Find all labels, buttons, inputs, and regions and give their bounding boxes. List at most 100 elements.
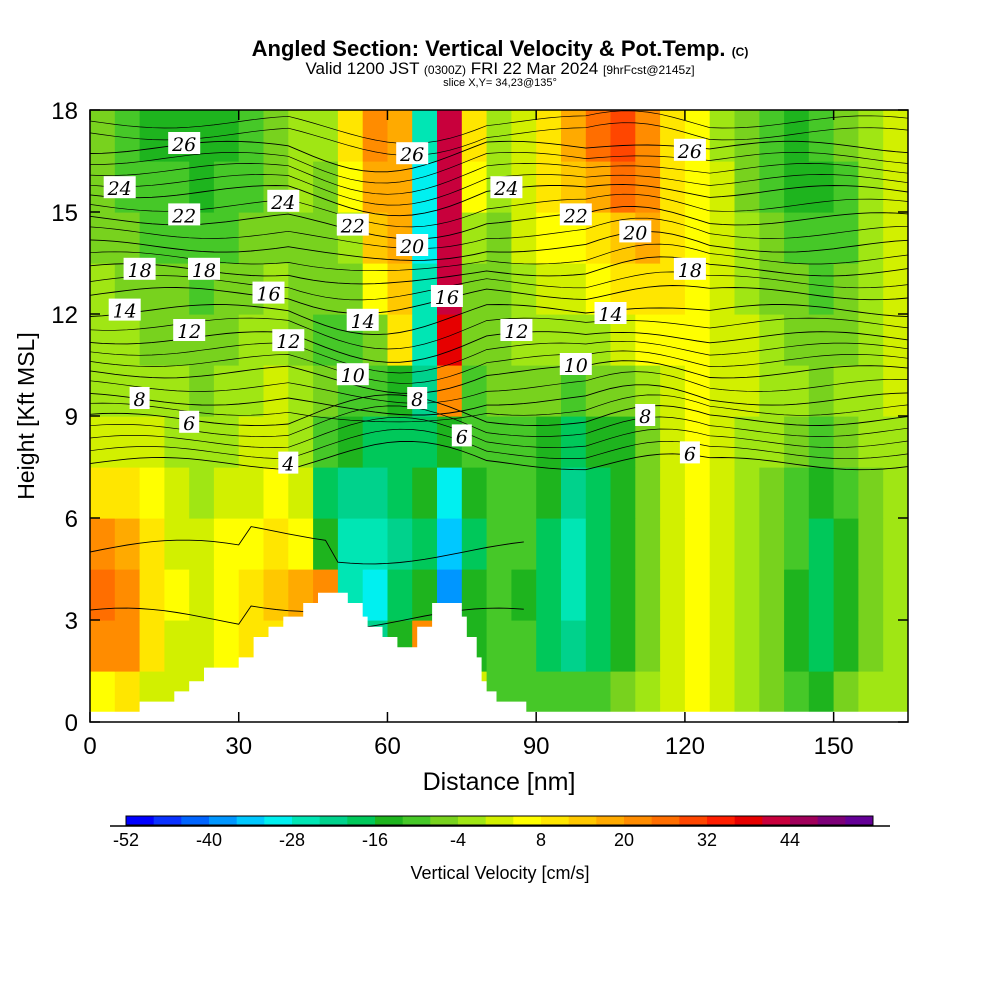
theta-contour-minor xyxy=(90,394,908,423)
field-cell xyxy=(139,518,165,570)
field-cell xyxy=(635,620,661,672)
contour-label-box xyxy=(168,132,201,154)
contour-label-box xyxy=(490,176,523,199)
colorbar-tick-label: 32 xyxy=(697,830,717,850)
x-tick-label: 0 xyxy=(83,733,96,760)
field-cell xyxy=(511,416,537,468)
field-cell xyxy=(511,263,537,315)
field-cell xyxy=(114,212,141,264)
theta-contour-minor xyxy=(90,428,908,460)
contour-label: 26 xyxy=(171,134,196,156)
contour-label: 12 xyxy=(276,331,300,353)
field-cell xyxy=(858,314,884,366)
y-tick-label: 12 xyxy=(51,302,78,329)
colorbar-swatch xyxy=(458,816,487,825)
theta-contour-minor xyxy=(90,122,908,156)
field-cell xyxy=(90,314,116,366)
field-cell xyxy=(511,518,537,570)
contour-label-box xyxy=(336,213,369,236)
y-tick-label: 15 xyxy=(51,200,78,227)
field-cell xyxy=(883,416,908,468)
field-cell xyxy=(461,314,488,366)
field-cell xyxy=(313,518,339,570)
field-cell xyxy=(213,620,240,672)
field-cell xyxy=(461,212,488,264)
contour-label-box xyxy=(500,319,533,341)
field-cell xyxy=(313,263,339,315)
field-cell xyxy=(213,518,240,570)
field-cell xyxy=(709,569,736,621)
field-cell xyxy=(585,620,612,672)
contour-label-box xyxy=(336,363,369,386)
field-cell xyxy=(362,518,389,570)
colorbar-swatch xyxy=(817,816,846,825)
field-cell xyxy=(511,569,537,621)
valid-z: (0300Z) xyxy=(423,63,466,77)
field-cell xyxy=(734,416,760,468)
colorbar-tick-label: -28 xyxy=(279,830,305,850)
field-cell xyxy=(684,620,711,672)
colorbar: -52 -40 -28 -16 -4 8 20 32 44 xyxy=(110,815,890,850)
colorbar-swatch xyxy=(651,816,680,825)
field-cell xyxy=(635,569,661,621)
colorbar-tick-label: -4 xyxy=(450,830,466,850)
contour-label: 14 xyxy=(598,304,622,326)
slice-info: slice X,Y= 34,23@135° xyxy=(443,77,557,89)
x-tick-label: 150 xyxy=(814,733,854,760)
field-cell xyxy=(734,467,760,519)
field-cell xyxy=(139,467,165,519)
y-axis-label: Height [Kft MSL] xyxy=(13,332,39,499)
field-cell xyxy=(511,467,537,519)
field-cell xyxy=(833,518,859,570)
field-cell xyxy=(883,212,908,264)
field-cell xyxy=(412,467,438,519)
field-cell xyxy=(288,365,314,417)
field-cell xyxy=(808,518,835,570)
contour-label-box xyxy=(173,319,206,341)
colorbar-swatch xyxy=(707,816,736,825)
field-cell xyxy=(784,365,810,417)
field-cell xyxy=(536,314,562,366)
field-cell xyxy=(213,569,240,621)
colorbar-swatch xyxy=(845,816,874,825)
field-cell xyxy=(684,161,711,213)
field-cell xyxy=(536,263,562,315)
colorbar-swatch xyxy=(264,816,293,825)
field-cell xyxy=(883,569,908,621)
field-cell xyxy=(461,365,488,417)
field-cell xyxy=(288,518,314,570)
colorbar-frame xyxy=(125,815,874,826)
field-cell xyxy=(759,416,785,468)
colorbar-tick-label: -16 xyxy=(362,830,388,850)
contour-label-box xyxy=(278,451,299,474)
contour-label: 22 xyxy=(171,205,196,227)
field-cell xyxy=(561,467,587,519)
contour-label: 18 xyxy=(128,260,152,282)
field-cell xyxy=(734,620,760,672)
x-axis-label: Distance [nm] xyxy=(423,768,576,796)
contour-label-box xyxy=(346,308,379,331)
field-cell xyxy=(511,110,537,162)
field-cell xyxy=(561,620,587,672)
field-cell xyxy=(437,212,463,264)
chart-title: Angled Section: Vertical Velocity & Pot.… xyxy=(0,36,1000,62)
field-cell xyxy=(536,569,562,621)
field-cell xyxy=(139,212,165,264)
low-contour-line xyxy=(90,526,524,565)
theta-contour-line xyxy=(90,206,908,240)
colorbar-swatch xyxy=(126,816,155,825)
theta-contour-minor xyxy=(90,317,908,350)
field-cell xyxy=(833,467,859,519)
theta-contour-minor xyxy=(90,151,908,184)
contour-label-box xyxy=(407,387,428,409)
field-cell xyxy=(660,314,686,366)
contour-label: 12 xyxy=(504,321,528,343)
contour-label: 16 xyxy=(256,284,280,306)
field-cell xyxy=(808,212,835,264)
field-cell xyxy=(759,161,785,213)
field-cell xyxy=(610,518,636,570)
contour-label: 22 xyxy=(563,205,588,227)
field-cell xyxy=(858,569,884,621)
field-cell xyxy=(833,263,859,315)
